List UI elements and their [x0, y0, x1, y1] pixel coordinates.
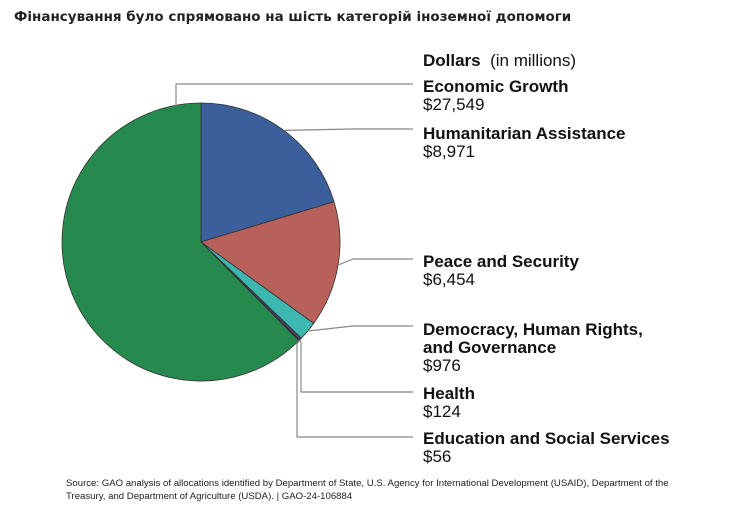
- page-headline: Фінансування було спрямовано на шість ка…: [14, 9, 572, 25]
- pie-slice-economic-growth: [61, 102, 300, 382]
- slice-value-health: $124: [423, 402, 461, 421]
- slice-label-economic-growth: Economic Growth: [423, 77, 568, 96]
- leader-line-education-and-social-services: [296, 340, 413, 438]
- slice-label-education-and-social-services: Education and Social Services: [423, 429, 670, 448]
- pie-chart: Dollars (in millions) Humanitarian Assis…: [61, 51, 670, 466]
- slice-value-education-and-social-services: $56: [423, 447, 451, 466]
- leader-line-peace-and-security: [337, 258, 413, 266]
- slice-value-peace-and-security: $6,454: [423, 270, 475, 289]
- slice-label-health: Health: [423, 384, 475, 403]
- slice-label-democracy-human-rights-and-governance-line2: and Governance: [423, 338, 556, 357]
- legend-title-dollars: Dollars: [423, 51, 481, 70]
- slice-value-democracy-human-rights-and-governance: $976: [423, 356, 461, 375]
- leader-line-humanitarian-assistance: [283, 128, 413, 131]
- pie-slice-humanitarian-assistance: [200, 102, 335, 243]
- legend-title: Dollars (in millions): [423, 51, 576, 70]
- slice-label-democracy-human-rights-and-governance-line1: Democracy, Human Rights,: [423, 320, 643, 339]
- source-note: Source: GAO analysis of allocations iden…: [66, 478, 669, 502]
- leader-line-economic-growth: [175, 83, 413, 106]
- slice-value-economic-growth: $27,549: [423, 95, 484, 114]
- leader-line-democracy-human-rights-and-governance: [307, 325, 413, 332]
- slice-label-humanitarian-assistance: Humanitarian Assistance: [423, 124, 626, 143]
- leader-lines: [175, 83, 413, 438]
- legend-title-unit: (in millions): [490, 51, 576, 70]
- pie-slices: [61, 102, 341, 382]
- slice-labels: Humanitarian Assistance$8,971 Peace and S…: [423, 77, 670, 466]
- slice-value-humanitarian-assistance: $8,971: [423, 142, 475, 161]
- slice-label-peace-and-security: Peace and Security: [423, 252, 579, 271]
- leader-line-health: [299, 339, 413, 393]
